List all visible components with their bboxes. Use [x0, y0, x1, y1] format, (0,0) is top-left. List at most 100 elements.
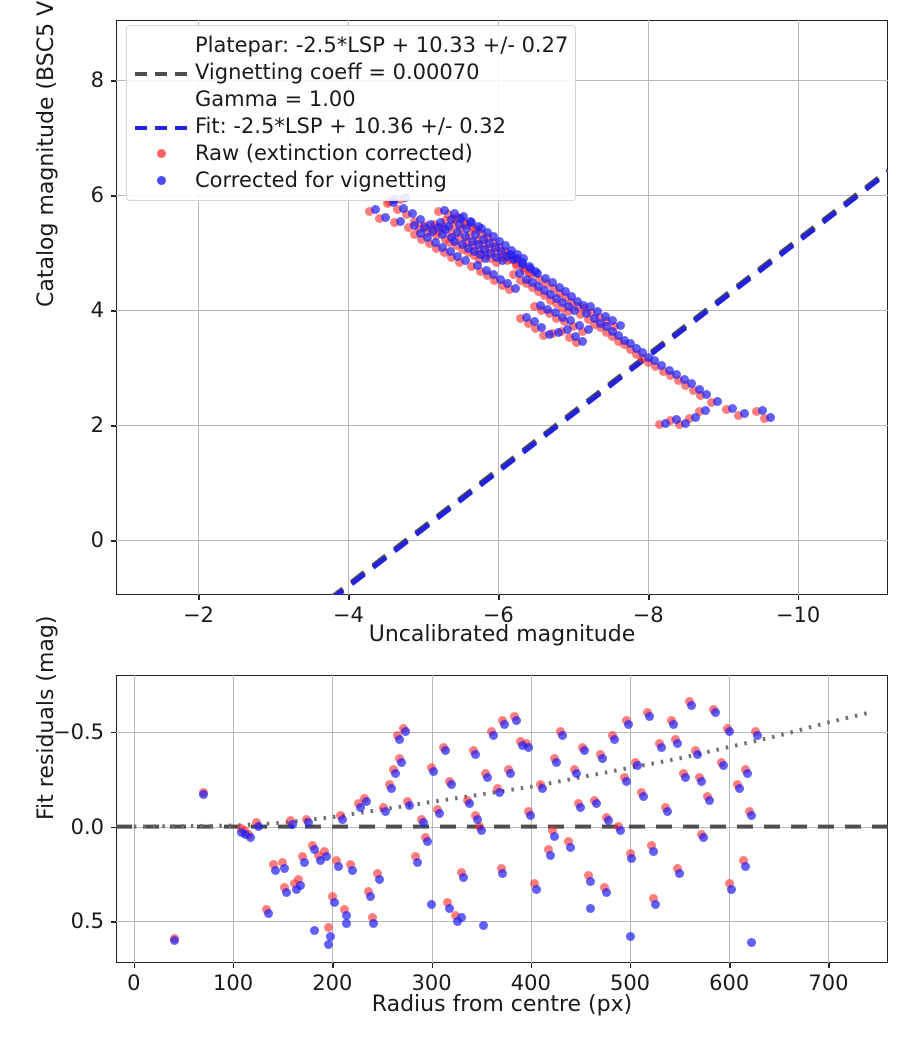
corrected-data-point: [483, 227, 493, 237]
raw-data-point: [572, 338, 582, 348]
corrected-residual-point: [506, 769, 516, 779]
corrected-residual-point: [657, 742, 667, 752]
corrected-data-point: [537, 323, 547, 333]
corrected-residual-point: [552, 757, 562, 767]
raw-data-point: [576, 310, 586, 320]
legend-label: Platepar: -2.5*LSP + 10.33 +/- 0.27: [195, 33, 569, 57]
corrected-data-point: [552, 294, 562, 304]
corrected-residual-point: [704, 795, 714, 805]
corrected-residual-point: [579, 746, 589, 756]
raw-residual-point: [278, 858, 288, 868]
corrected-residual-point: [558, 731, 568, 741]
corrected-residual-point: [236, 827, 246, 837]
raw-residual-point: [313, 850, 323, 860]
corrected-data-point: [408, 209, 418, 219]
bottom-xaxis-label: Radius from centre (px): [371, 992, 633, 1017]
raw-data-point: [460, 219, 470, 229]
raw-residual-point: [456, 867, 466, 877]
raw-data-point: [625, 344, 635, 354]
raw-data-point: [409, 229, 419, 239]
corrected-residual-point: [440, 746, 450, 756]
raw-data-point: [484, 243, 494, 253]
corrected-data-point: [700, 405, 710, 415]
corrected-data-point: [426, 219, 436, 229]
raw-data-point: [601, 327, 611, 337]
raw-data-point: [448, 220, 458, 230]
corrected-data-point: [462, 224, 472, 234]
corrected-residual-point: [325, 931, 335, 941]
corrected-residual-point: [444, 903, 454, 913]
y-tick: [111, 921, 116, 923]
corrected-data-point: [728, 403, 738, 413]
raw-data-point: [495, 242, 505, 252]
corrected-data-point: [601, 321, 611, 331]
corrected-residual-point: [341, 918, 351, 928]
corrected-residual-point: [395, 734, 405, 744]
corrected-residual-point: [639, 791, 649, 801]
corrected-residual-point: [740, 861, 750, 871]
corrected-residual-point: [633, 761, 643, 771]
raw-data-point: [559, 317, 569, 327]
corrected-data-point: [437, 229, 447, 239]
corrected-residual-point: [585, 903, 595, 913]
corrected-residual-point: [575, 803, 585, 813]
corrected-residual-point: [627, 854, 637, 864]
corrected-residual-point: [538, 784, 548, 794]
corrected-data-point: [381, 212, 391, 222]
corrected-data-point: [453, 251, 463, 261]
corrected-data-point: [585, 302, 595, 312]
raw-residual-point: [583, 871, 593, 881]
corrected-data-point: [567, 292, 577, 302]
corrected-data-point: [481, 254, 490, 264]
legend-key-fit-line: [135, 117, 187, 137]
raw-data-point: [447, 228, 457, 238]
corrected-residual-point: [321, 852, 331, 862]
corrected-data-point: [488, 270, 498, 280]
raw-data-point: [483, 233, 493, 243]
corrected-data-point: [593, 307, 603, 317]
corrected-data-point: [574, 320, 584, 330]
corrected-data-point: [495, 236, 505, 246]
corrected-data-point: [436, 218, 446, 228]
corrected-residual-point: [726, 884, 736, 894]
corrected-residual-point: [413, 858, 423, 868]
corrected-residual-point: [500, 719, 510, 729]
raw-residual-point: [530, 878, 540, 888]
x-tick-label: −4: [332, 603, 364, 627]
x-tick: [630, 963, 632, 968]
corrected-data-point: [563, 325, 573, 335]
corrected-residual-point: [615, 825, 625, 835]
raw-data-point: [447, 252, 457, 262]
corrected-data-point: [525, 262, 535, 272]
corrected-data-point: [481, 265, 491, 275]
raw-residual-point: [327, 892, 337, 902]
raw-data-point: [492, 257, 502, 267]
corrected-data-point: [415, 228, 425, 238]
gridline-vertical: [198, 20, 200, 595]
corrected-residual-point: [752, 731, 762, 741]
raw-data-point: [654, 419, 664, 429]
raw-data-point: [602, 317, 612, 327]
corrected-residual-point: [452, 916, 462, 926]
corrected-data-point: [694, 385, 704, 395]
raw-residual-point: [496, 863, 506, 873]
corrected-residual-point: [742, 769, 752, 779]
corrected-data-point: [445, 247, 455, 257]
corrected-residual-point: [241, 829, 251, 839]
gridline-vertical: [498, 20, 500, 595]
corrected-residual-point: [724, 727, 734, 737]
corrected-data-point: [478, 234, 488, 244]
corrected-residual-point: [746, 937, 756, 947]
corrected-data-point: [573, 296, 583, 306]
fit-residuals-layer: [116, 675, 888, 963]
raw-residual-point: [599, 882, 609, 892]
corrected-data-point: [409, 220, 419, 230]
corrected-data-point: [484, 239, 494, 249]
bottom-yaxis-label: Fit residuals (mag): [34, 615, 59, 820]
y-tick-label: 8: [90, 68, 104, 93]
raw-residual-point: [345, 859, 355, 869]
corrected-residual-point: [591, 799, 601, 809]
raw-data-point: [475, 266, 485, 276]
corrected-data-point: [534, 281, 544, 291]
